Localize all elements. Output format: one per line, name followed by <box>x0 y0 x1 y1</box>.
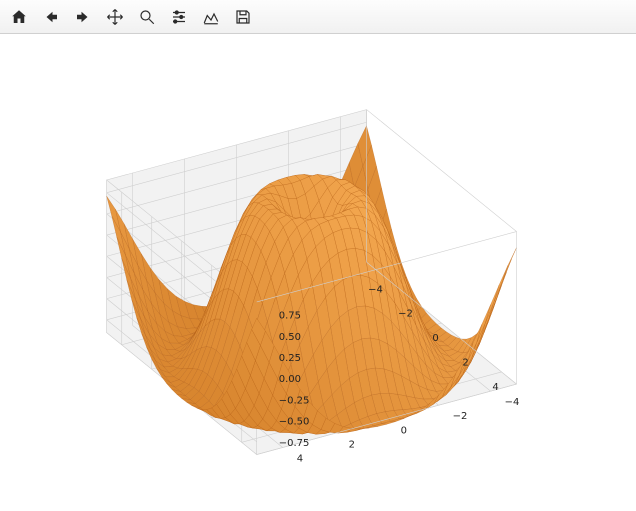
tick-label: 0 <box>432 333 438 344</box>
plot-area[interactable]: −4 −2 0 2 4 −4 −2 0 2 4 −0.75 −0.50 −0.25 0.00 0.25 0.5… <box>0 34 636 511</box>
home-icon <box>10 8 28 26</box>
tick-label: 0.50 <box>279 332 301 343</box>
tick-label: 4 <box>297 453 303 464</box>
pan-button[interactable] <box>102 4 128 30</box>
configure-button[interactable] <box>166 4 192 30</box>
tick-label: −0.50 <box>279 417 310 428</box>
tick-label: −4 <box>368 284 383 295</box>
forward-icon <box>74 8 92 26</box>
tick-label: −0.75 <box>279 438 310 449</box>
tick-label: 2 <box>462 358 468 369</box>
home-button[interactable] <box>6 4 32 30</box>
tick-label: 0.25 <box>279 353 301 364</box>
tick-label: 0.75 <box>279 311 301 322</box>
configure-icon <box>170 8 188 26</box>
matplotlib-toolbar <box>0 0 636 34</box>
tick-label: 0 <box>401 425 407 436</box>
zoom-icon <box>138 8 156 26</box>
edit-plot-icon <box>202 8 220 26</box>
forward-button[interactable] <box>70 4 96 30</box>
tick-label: 0.00 <box>279 374 301 385</box>
zoom-button[interactable] <box>134 4 160 30</box>
tick-label: −4 <box>505 397 520 408</box>
back-icon <box>42 8 60 26</box>
save-icon <box>234 8 252 26</box>
tick-label: −0.25 <box>279 395 310 406</box>
pan-icon <box>106 8 124 26</box>
tick-label: −2 <box>398 309 413 320</box>
edit-plot-button[interactable] <box>198 4 224 30</box>
tick-label: −2 <box>453 411 468 422</box>
tick-label: 2 <box>349 439 355 450</box>
surface3d-plot: −4 −2 0 2 4 −4 −2 0 2 4 −0.75 −0.50 −0.25 0.00 0.25 0.5… <box>0 34 636 511</box>
tick-label: 4 <box>492 382 498 393</box>
save-button[interactable] <box>230 4 256 30</box>
back-button[interactable] <box>38 4 64 30</box>
